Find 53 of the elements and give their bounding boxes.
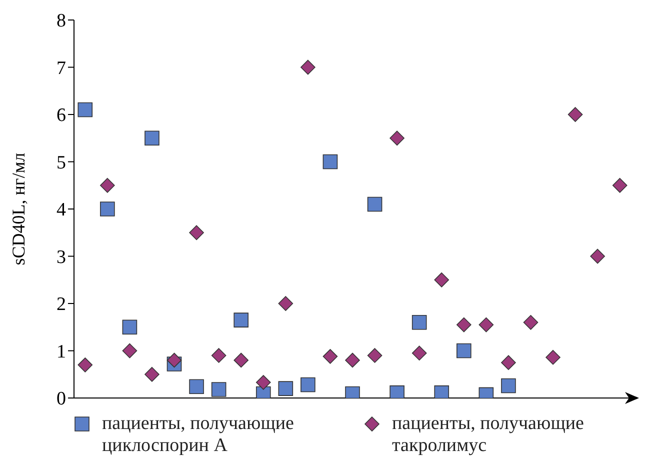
y-axis-title: sCD40L, нг/мл	[8, 152, 28, 266]
point	[501, 378, 516, 394]
y-tick-label: 0	[56, 388, 66, 410]
point	[189, 379, 204, 394]
point	[211, 382, 226, 397]
point	[546, 350, 560, 365]
point	[278, 381, 294, 396]
point	[568, 107, 583, 122]
legend-label: пациенты, получающие такролимус	[392, 413, 585, 457]
point	[78, 102, 93, 118]
y-tick-label: 7	[56, 58, 66, 79]
point	[300, 60, 316, 75]
y-tick-label: 4	[56, 200, 66, 221]
point	[523, 315, 538, 330]
point	[322, 154, 338, 170]
point	[78, 358, 93, 372]
point	[278, 296, 294, 311]
point	[390, 130, 404, 146]
point	[501, 355, 516, 370]
point	[234, 352, 248, 368]
y-tick-label: 3	[56, 246, 66, 268]
point	[256, 375, 271, 390]
point	[189, 225, 204, 240]
point	[590, 248, 605, 264]
point	[166, 352, 182, 368]
point	[390, 385, 404, 398]
point	[434, 385, 450, 398]
point	[478, 317, 494, 332]
point	[412, 315, 427, 330]
point	[434, 272, 450, 288]
y-tick-label: 1	[56, 341, 66, 362]
legend-label: пациенты, получающие циклоспорин А	[102, 413, 295, 457]
point	[211, 348, 226, 363]
y-tick-label: 6	[56, 105, 66, 126]
point	[456, 317, 472, 332]
point	[412, 346, 427, 361]
point	[345, 352, 360, 368]
point	[234, 312, 248, 328]
point	[144, 130, 160, 146]
point	[144, 366, 160, 382]
point	[367, 348, 382, 363]
y-tick-label: 8	[56, 10, 66, 32]
point	[122, 320, 138, 335]
point	[456, 343, 472, 358]
y-tick-label: 5	[56, 152, 66, 174]
point	[367, 196, 382, 212]
point	[612, 178, 628, 193]
point	[122, 343, 138, 358]
point	[322, 349, 338, 364]
y-tick-label: 2	[56, 294, 66, 316]
point	[100, 202, 115, 216]
point	[300, 377, 316, 392]
point	[100, 178, 115, 193]
